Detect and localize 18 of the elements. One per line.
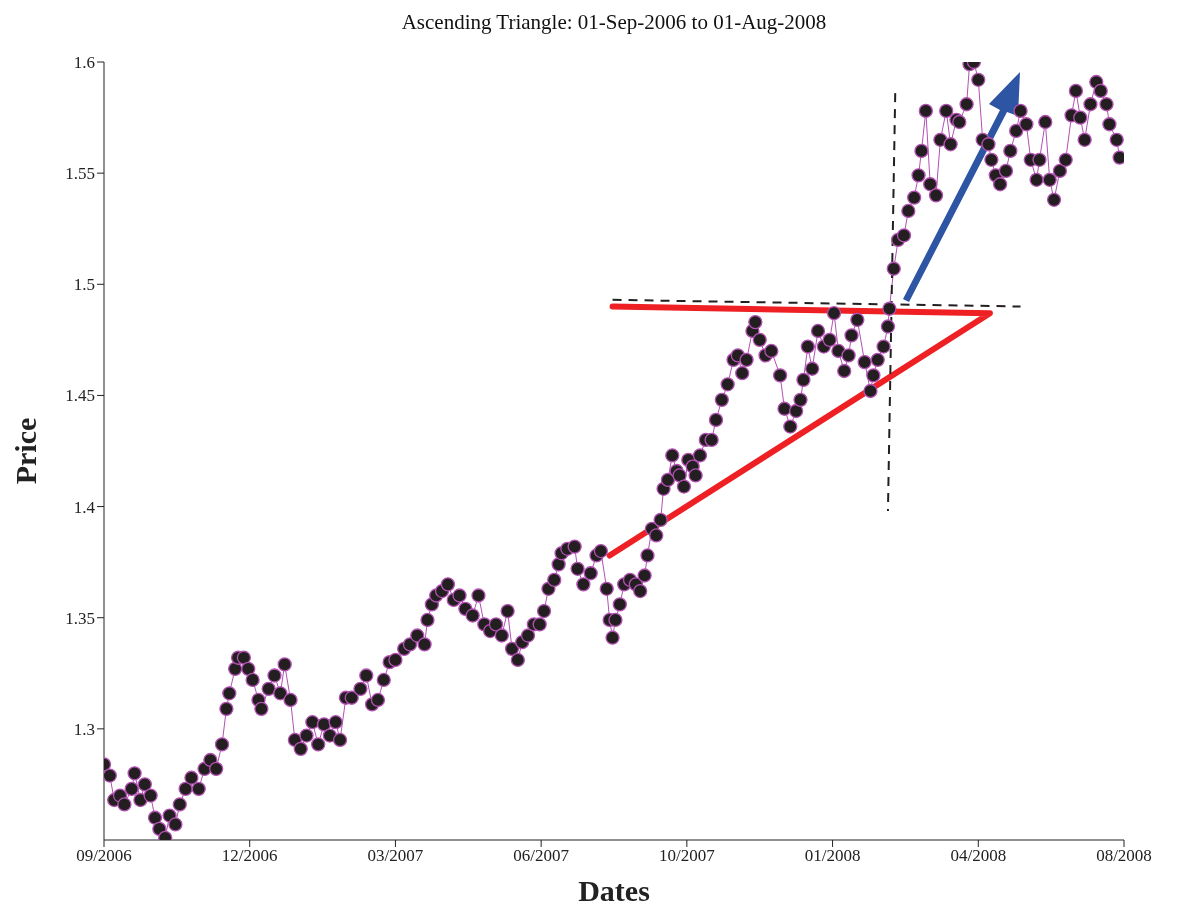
x-tick-label: 04/2008	[950, 846, 1007, 866]
chart-title: Ascending Triangle: 01-Sep-2006 to 01-Aug-2008	[400, 10, 828, 35]
x-tick-label: 12/2006	[221, 846, 278, 866]
y-tick-label: 1.6	[73, 53, 95, 73]
x-tick-label: 10/2007	[658, 846, 716, 866]
y-tick-label: 1.55	[65, 164, 95, 184]
x-tick-label: 03/2007	[367, 846, 424, 866]
x-tick-label: 06/2007	[513, 846, 570, 866]
x-axis-title: Dates	[577, 874, 651, 907]
y-tick-label: 1.45	[65, 386, 95, 406]
y-tick-label: 1.35	[65, 608, 95, 628]
y-axis-title: Price	[9, 416, 42, 487]
x-tick-label: 09/2006	[76, 846, 132, 866]
y-tick-label: 1.4	[73, 497, 96, 517]
x-tick-label: 08/2008	[1096, 846, 1152, 866]
y-tick-label: 1.3	[73, 719, 95, 739]
y-tick-label: 1.5	[73, 275, 95, 295]
x-tick-label: 01/2008	[804, 846, 861, 866]
